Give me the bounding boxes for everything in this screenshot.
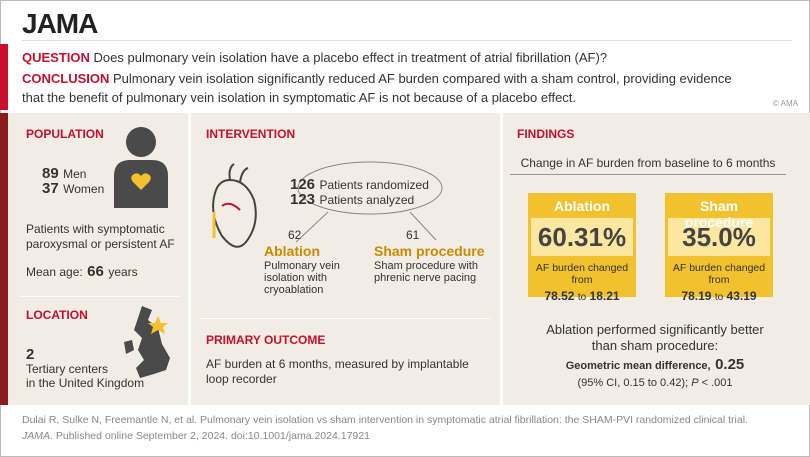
age-label: Mean age: bbox=[26, 265, 83, 279]
panel-bar bbox=[0, 113, 8, 405]
from: 78.19 bbox=[681, 289, 712, 303]
from: 78.52 bbox=[544, 289, 575, 303]
conclusion: CONCLUSION Pulmonary vein isolation sign… bbox=[22, 71, 732, 86]
to-word: to bbox=[577, 292, 587, 303]
description: Patients with symptomatic bbox=[26, 222, 165, 236]
gmd-value: 0.25 bbox=[715, 356, 745, 373]
question-label: QUESTION bbox=[22, 50, 90, 65]
to-word: to bbox=[714, 292, 724, 303]
arm-text: Sham procedure with bbox=[374, 260, 478, 272]
women: 37 Women bbox=[42, 180, 104, 198]
arm-text: Pulmonary vein bbox=[264, 260, 340, 272]
arm-name: Sham procedure bbox=[374, 243, 485, 259]
box-caption: AF burden changed from bbox=[535, 262, 629, 286]
arm-count: 62 bbox=[288, 228, 302, 242]
conclusion-line: that the benefit of pulmonary vein isola… bbox=[22, 90, 577, 105]
logo: JAMA bbox=[22, 8, 98, 39]
age: Mean age: 66 years bbox=[26, 263, 138, 281]
analyzed-label: Patients analyzed bbox=[319, 193, 415, 207]
arm-count: 61 bbox=[406, 228, 420, 242]
findings-subtitle: Change in AF burden from baseline to 6 m… bbox=[520, 156, 776, 170]
box-value: 35.0% bbox=[668, 218, 770, 256]
divider bbox=[20, 296, 180, 297]
accent-bar bbox=[0, 44, 8, 110]
outcome-text: loop recorder bbox=[206, 372, 277, 386]
randomized-label: Patients randomized bbox=[319, 178, 429, 192]
randomized-count: 126 bbox=[290, 176, 316, 193]
location-text: in the United Kingdom bbox=[26, 376, 145, 390]
men-label: Men bbox=[63, 167, 87, 181]
result-box: Sham procedure 35.0% AF burden changed f… bbox=[665, 193, 773, 303]
men: 89 Men bbox=[42, 165, 86, 183]
women-count: 37 bbox=[42, 180, 59, 197]
arm-name: Ablation bbox=[264, 243, 320, 259]
section-title: PRIMARY OUTCOME bbox=[206, 333, 326, 347]
ci-text: (95% CI, 0.15 to 0.42); bbox=[577, 377, 689, 389]
women-label: Women bbox=[63, 182, 105, 196]
rule bbox=[510, 174, 786, 175]
to: 18.21 bbox=[589, 289, 620, 303]
map-icon bbox=[124, 306, 170, 378]
men-count: 89 bbox=[42, 165, 59, 182]
to: 43.19 bbox=[726, 289, 757, 303]
intervention-graphic bbox=[212, 161, 443, 248]
analyzed-count: 123 bbox=[290, 191, 316, 208]
outcome-text: AF burden at 6 months, measured by impla… bbox=[206, 357, 469, 371]
divider bbox=[188, 113, 191, 405]
section-title: POPULATION bbox=[26, 127, 104, 141]
gmd: Geometric mean difference, 0.25 bbox=[510, 356, 800, 374]
citation: Dulai R, Sulke N, Freemantle N, et al. P… bbox=[22, 414, 748, 426]
description: paroxysmal or persistent AF bbox=[26, 237, 175, 251]
question: QUESTION Does pulmonary vein isolation h… bbox=[22, 50, 607, 65]
result-box: Ablation 60.31% AF burden changed from 7… bbox=[528, 193, 636, 303]
divider bbox=[500, 113, 503, 405]
citation: JAMA. Published online September 2, 2024… bbox=[22, 430, 370, 442]
location-count: 2 bbox=[26, 346, 35, 363]
citation-rest: . Published online September 2, 2024. do… bbox=[50, 430, 370, 442]
box-title: Ablation bbox=[554, 198, 610, 214]
divider bbox=[200, 318, 490, 319]
location-text: Tertiary centers bbox=[26, 362, 109, 376]
arm-text: cryoablation bbox=[264, 284, 324, 296]
gmd-label: Geometric mean difference, bbox=[565, 360, 711, 372]
arm-text: isolation with bbox=[264, 272, 327, 284]
summary: Ablation performed significantly better bbox=[546, 322, 764, 337]
rule bbox=[22, 40, 792, 41]
box-title: Sham procedure bbox=[685, 198, 753, 230]
p-label: P bbox=[691, 377, 699, 389]
copyright: © AMA bbox=[772, 99, 798, 108]
box-range: 78.19 to 43.19 bbox=[665, 289, 773, 303]
conclusion-label: CONCLUSION bbox=[22, 71, 110, 86]
journal: JAMA bbox=[22, 430, 51, 442]
conclusion-text: Pulmonary vein isolation significantly r… bbox=[113, 71, 732, 86]
analyzed: 123 Patients analyzed bbox=[290, 191, 414, 209]
box-range: 78.52 to 18.21 bbox=[528, 289, 636, 303]
person-icon bbox=[114, 127, 168, 208]
summary: than sham procedure: bbox=[591, 338, 719, 353]
ci: (95% CI, 0.15 to 0.42); P < .001 bbox=[510, 377, 800, 389]
box-value: 60.31% bbox=[531, 218, 633, 256]
question-text: Does pulmonary vein isolation have a pla… bbox=[93, 50, 608, 65]
arm-text: phrenic nerve pacing bbox=[374, 272, 477, 284]
p-value: < .001 bbox=[701, 377, 733, 389]
section-title: INTERVENTION bbox=[206, 127, 296, 141]
section-title: FINDINGS bbox=[517, 127, 575, 141]
age-unit: years bbox=[108, 265, 138, 279]
randomized: 126 Patients randomized bbox=[290, 176, 429, 194]
box-caption: AF burden changed from bbox=[672, 262, 766, 286]
section-title: LOCATION bbox=[26, 308, 88, 322]
age-value: 66 bbox=[87, 263, 104, 280]
